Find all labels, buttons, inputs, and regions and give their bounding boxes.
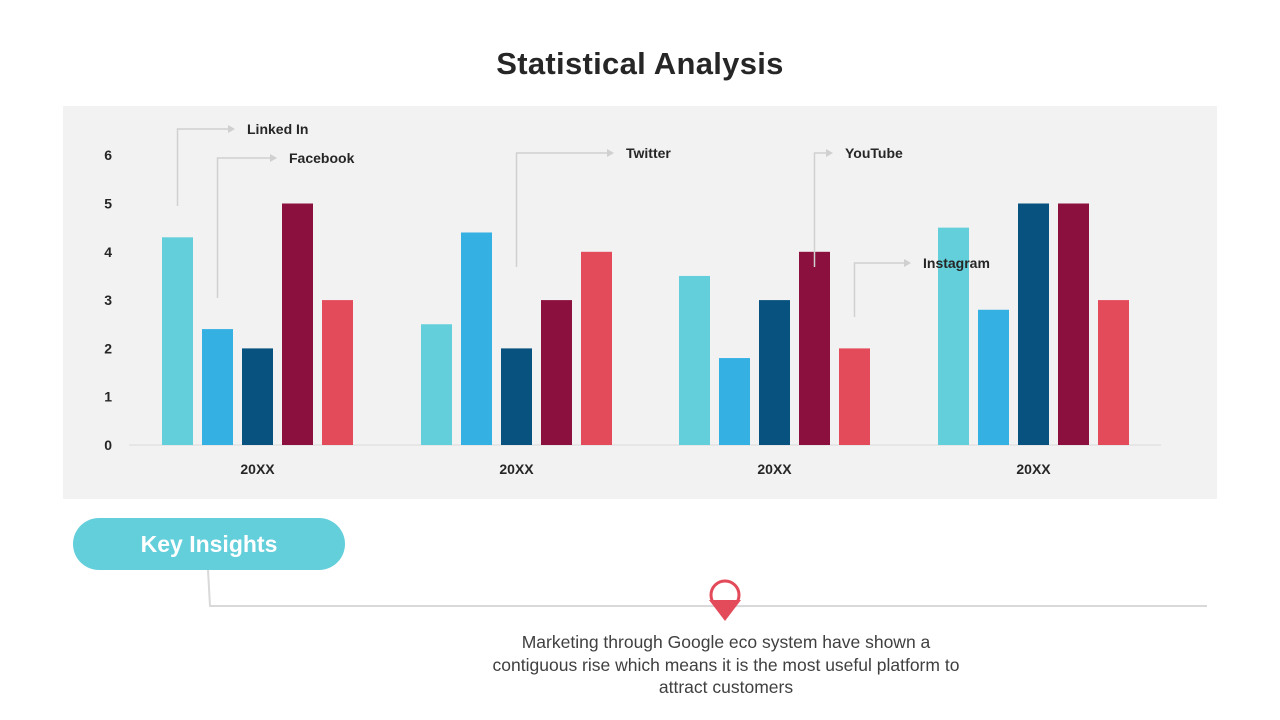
y-tick-label: 2: [104, 340, 112, 356]
insight-text: Marketing through Google eco system have…: [492, 632, 960, 697]
callout-line: [813, 152, 827, 267]
bar-youtube: [282, 203, 313, 445]
bar-instagram: [839, 348, 870, 445]
callout-line: [853, 262, 905, 317]
callout-line: [216, 157, 271, 298]
y-tick-label: 1: [104, 389, 112, 405]
y-tick-label: 0: [104, 437, 112, 453]
key-insights-pill: Key Insights: [73, 518, 345, 570]
y-tick-label: 3: [104, 292, 112, 308]
bar-facebook: [978, 309, 1009, 445]
bar-facebook: [719, 358, 750, 445]
bar-linked-in: [938, 227, 969, 445]
x-tick-label: 20XX: [757, 461, 792, 477]
bar-instagram: [1098, 300, 1129, 445]
bar-linked-in: [421, 324, 452, 445]
callout-arrowhead: [904, 259, 911, 267]
bar-instagram: [581, 251, 612, 445]
callout-arrowhead: [228, 125, 235, 133]
series-label: Instagram: [923, 255, 990, 271]
bar-facebook: [202, 329, 233, 445]
bar-youtube: [799, 251, 830, 445]
callout-line: [176, 128, 229, 206]
bar-chart: 0 1 2 3 4 5 6 20XX 20XX 20XX 20XX Linked In Facebook…: [104, 121, 1161, 477]
connector-line: [207, 569, 1207, 607]
callout-line: [515, 152, 608, 267]
series-label: Twitter: [626, 145, 671, 161]
bar-facebook: [461, 232, 492, 445]
y-tick-label: 4: [104, 244, 112, 260]
x-tick-label: 20XX: [499, 461, 534, 477]
bar-linked-in: [162, 237, 193, 445]
callout-arrowhead: [270, 154, 277, 162]
y-tick-label: 5: [104, 196, 112, 212]
bar-youtube: [541, 300, 572, 445]
x-tick-label: 20XX: [240, 461, 275, 477]
chart-panel: 0 1 2 3 4 5 6 20XX 20XX 20XX 20XX Linked In Facebook…: [63, 106, 1217, 499]
bar-twitter: [242, 348, 273, 445]
series-label: Linked In: [247, 121, 308, 137]
bar-twitter: [1018, 203, 1049, 445]
series-label: YouTube: [845, 145, 903, 161]
callout-arrowhead: [607, 149, 614, 157]
bar-youtube: [1058, 203, 1089, 445]
y-tick-label: 6: [104, 147, 112, 163]
bar-twitter: [759, 300, 790, 445]
bar-linked-in: [679, 275, 710, 445]
bar-instagram: [322, 300, 353, 445]
map-pin-icon: [709, 579, 741, 621]
callout-arrowhead: [826, 149, 833, 157]
series-label: Facebook: [289, 150, 355, 166]
page-title: Statistical Analysis: [496, 46, 784, 81]
bar-twitter: [501, 348, 532, 445]
x-tick-label: 20XX: [1016, 461, 1051, 477]
